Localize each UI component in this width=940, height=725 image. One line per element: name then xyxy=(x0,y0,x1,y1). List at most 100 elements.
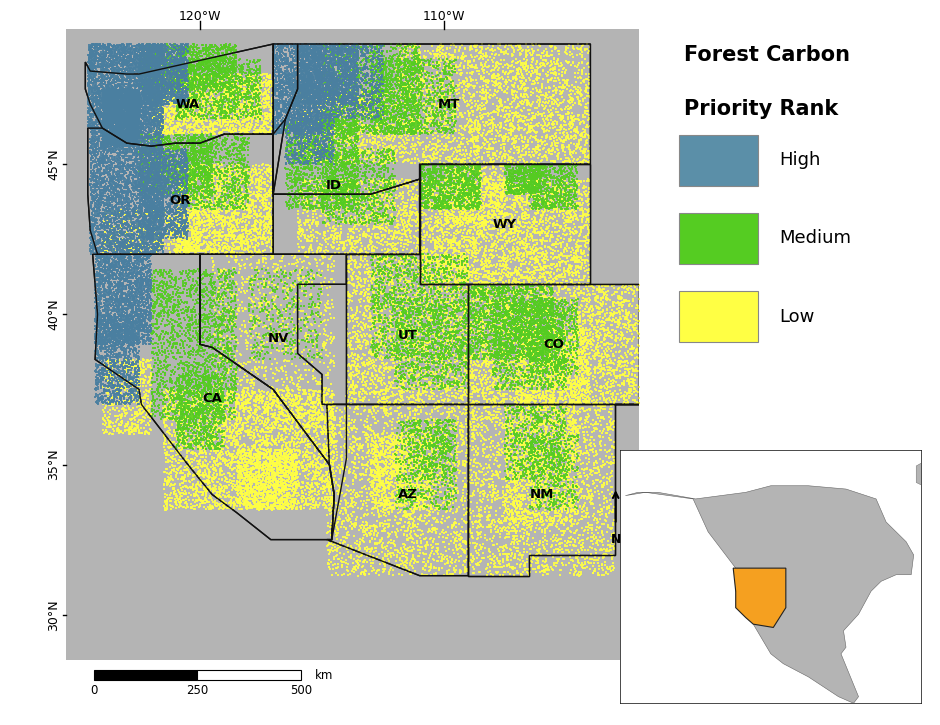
Point xyxy=(224,190,239,202)
Point xyxy=(164,69,179,80)
Point xyxy=(136,69,151,80)
Point xyxy=(141,428,156,440)
Point xyxy=(314,181,329,193)
Point xyxy=(183,453,198,465)
Point xyxy=(530,207,545,218)
Point xyxy=(257,231,272,243)
Point xyxy=(144,56,159,67)
Point xyxy=(159,132,174,144)
Point xyxy=(235,399,250,411)
Point xyxy=(160,94,175,106)
Point xyxy=(574,327,589,339)
Point xyxy=(599,394,614,405)
Point xyxy=(538,314,553,326)
Point xyxy=(349,72,364,84)
Point xyxy=(379,109,394,121)
Point xyxy=(140,92,155,104)
Point xyxy=(190,432,205,444)
Point xyxy=(164,403,180,415)
Point xyxy=(96,99,111,110)
Point xyxy=(308,132,323,144)
Point xyxy=(555,316,570,328)
Point xyxy=(163,212,178,224)
Point xyxy=(92,351,107,362)
Point xyxy=(271,423,286,434)
Point xyxy=(296,58,311,70)
Point xyxy=(476,439,491,451)
Point xyxy=(439,218,454,230)
Point xyxy=(277,449,292,460)
Point xyxy=(107,328,122,339)
Point xyxy=(120,265,135,276)
Point xyxy=(132,92,147,104)
Point xyxy=(341,168,356,180)
Point xyxy=(306,41,321,53)
Point xyxy=(369,264,384,276)
Point xyxy=(210,384,225,395)
Point xyxy=(325,128,340,140)
Point xyxy=(392,251,407,262)
Point xyxy=(302,124,317,136)
Point xyxy=(145,72,160,83)
Point xyxy=(479,348,494,360)
Point xyxy=(199,170,214,182)
Point xyxy=(318,54,333,66)
Point xyxy=(142,383,157,394)
Point xyxy=(309,67,324,79)
Point xyxy=(111,113,126,125)
Point xyxy=(618,320,633,331)
Point xyxy=(150,59,165,70)
Point xyxy=(344,54,359,65)
Point xyxy=(363,79,378,91)
Point xyxy=(522,163,537,175)
Point xyxy=(313,148,328,160)
Point xyxy=(200,373,215,384)
Point xyxy=(203,201,218,212)
Point xyxy=(500,285,515,297)
Point xyxy=(271,58,286,70)
Point xyxy=(451,270,466,282)
Point xyxy=(578,387,593,399)
Point xyxy=(225,329,240,341)
Point xyxy=(260,460,275,471)
Point xyxy=(400,220,415,231)
Point xyxy=(473,344,488,355)
Point xyxy=(121,253,136,265)
Point xyxy=(194,111,209,123)
Point xyxy=(204,504,219,515)
Point xyxy=(210,320,225,331)
Point xyxy=(431,492,446,503)
Point xyxy=(179,397,194,409)
Point xyxy=(408,500,423,512)
Point xyxy=(372,188,387,200)
Point xyxy=(115,230,130,241)
Point xyxy=(205,67,220,79)
Point xyxy=(143,49,158,61)
Point xyxy=(86,218,102,229)
Point xyxy=(523,299,538,311)
Point xyxy=(343,170,358,182)
Point xyxy=(560,188,575,200)
Point xyxy=(131,88,146,99)
Point xyxy=(285,285,300,297)
Point xyxy=(157,64,172,75)
Point xyxy=(116,146,131,158)
Point xyxy=(251,314,266,326)
Point xyxy=(102,56,117,67)
Point xyxy=(311,131,326,143)
Point xyxy=(100,115,115,127)
Point xyxy=(288,117,303,129)
Point xyxy=(556,129,572,141)
Point xyxy=(185,312,200,323)
Point xyxy=(262,204,277,216)
Point xyxy=(129,152,144,163)
Point xyxy=(588,423,603,435)
Point xyxy=(131,206,146,218)
Point xyxy=(509,360,524,371)
Point xyxy=(178,83,193,94)
Point xyxy=(306,88,321,100)
Point xyxy=(527,181,542,193)
Point xyxy=(549,202,564,214)
Point xyxy=(276,123,291,134)
Point xyxy=(306,52,321,64)
